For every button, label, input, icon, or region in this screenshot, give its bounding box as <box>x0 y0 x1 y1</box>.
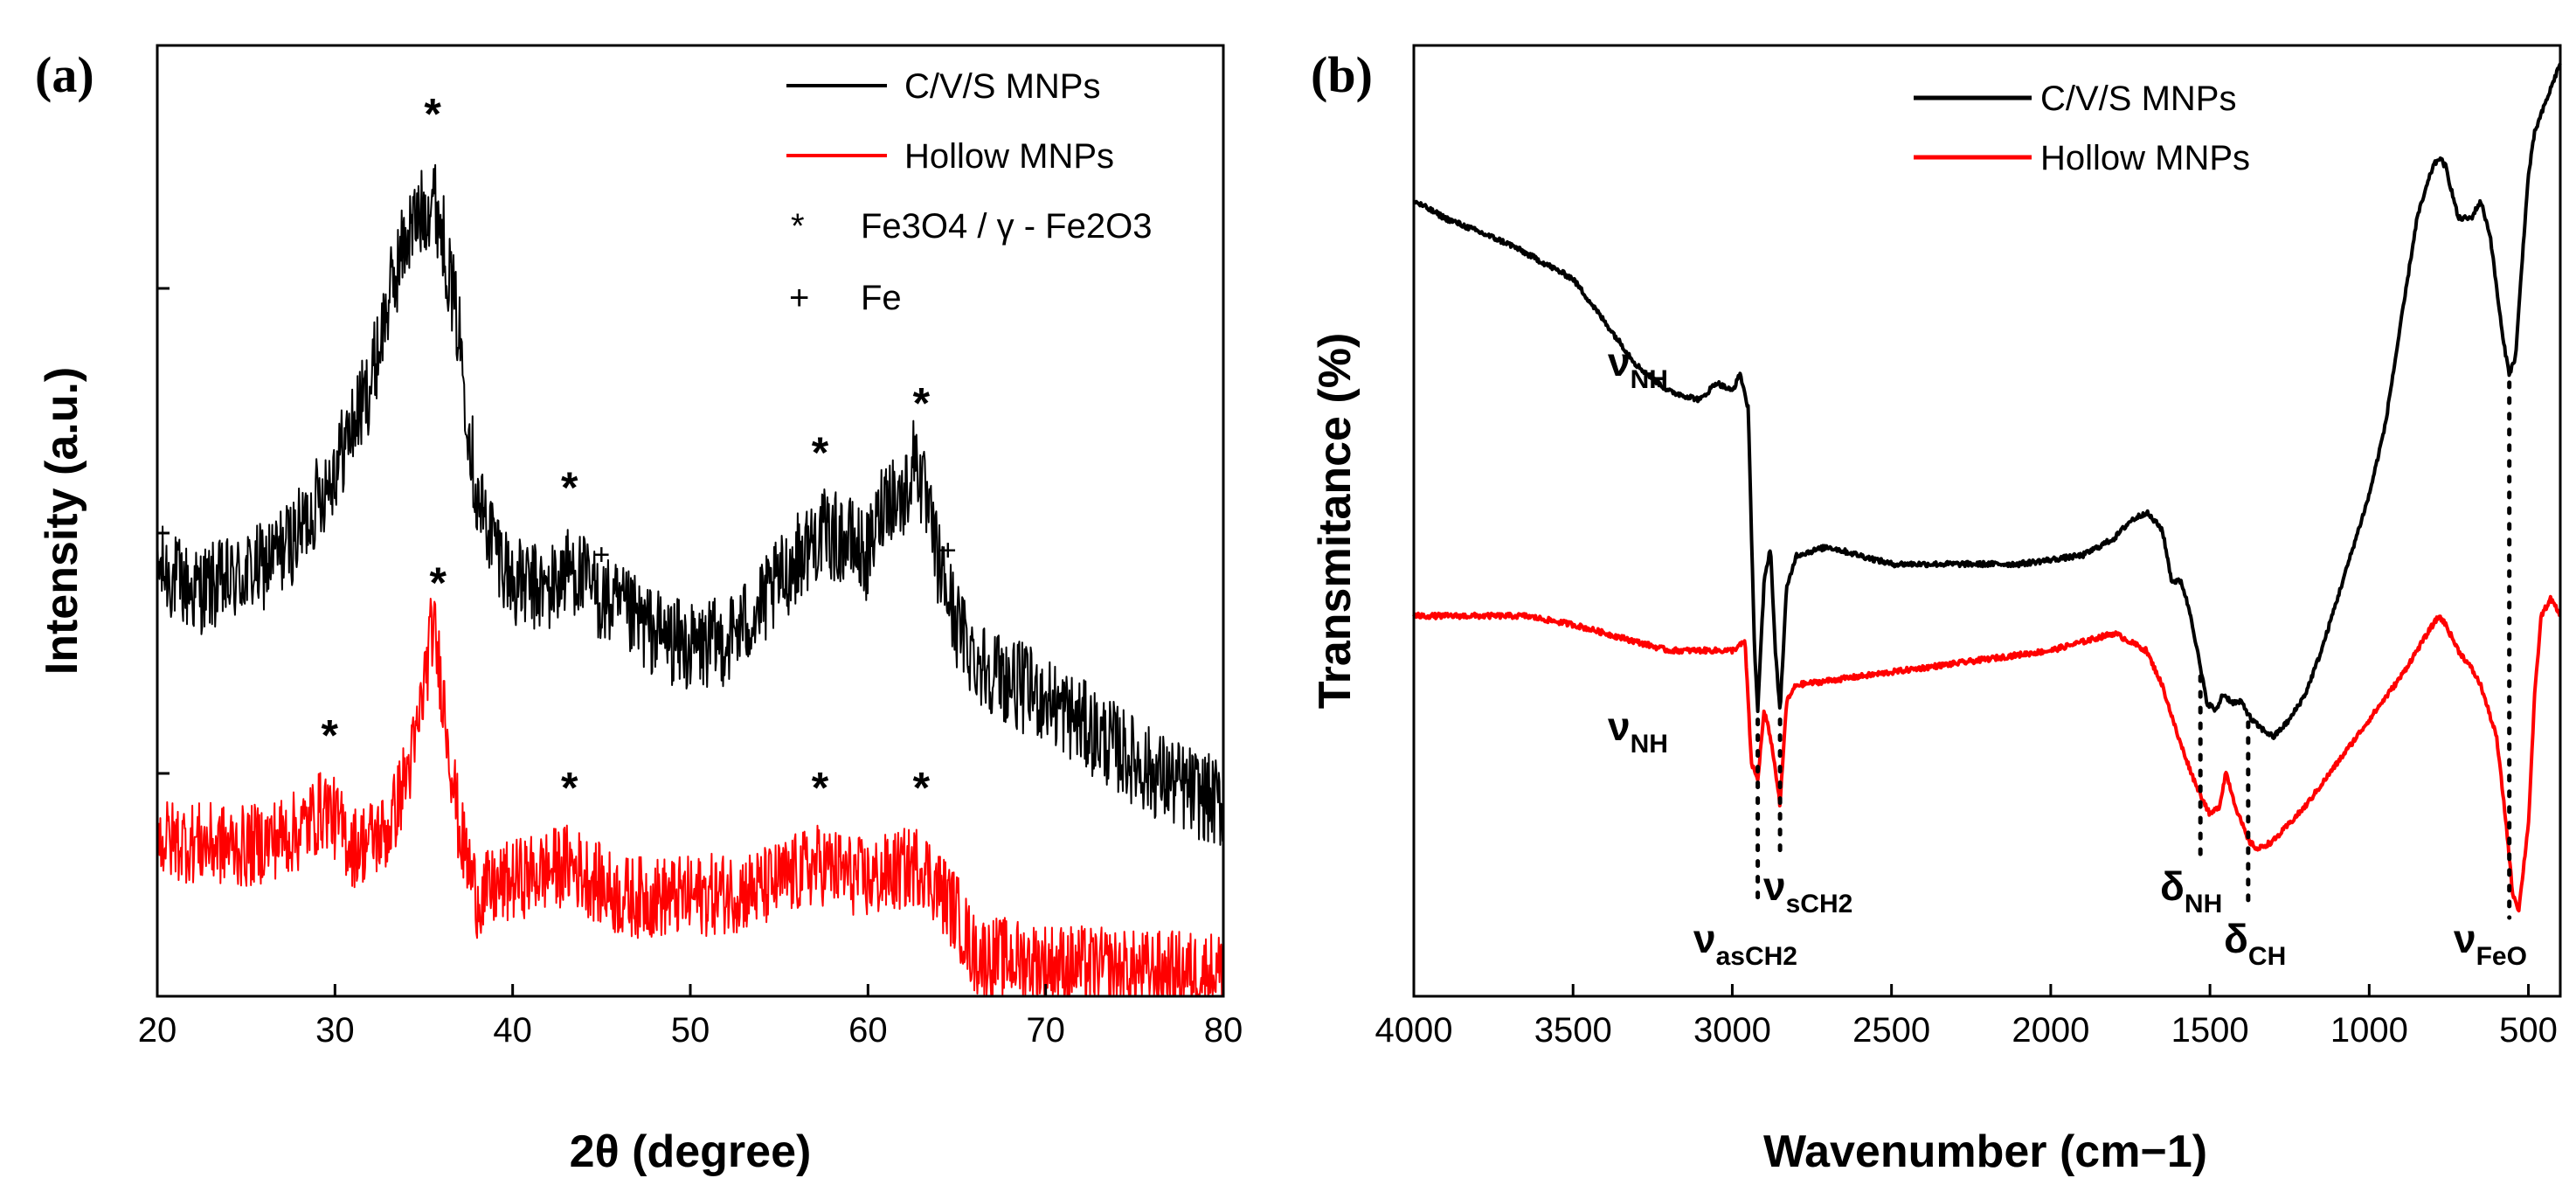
band-label-delta-ch: δCH <box>2224 916 2286 971</box>
panel-b-traces <box>1412 62 2562 913</box>
series-line-hollow-mnps-b <box>1412 594 2562 913</box>
panel-b-x-ticks: 4000 3500 3000 2500 2000 1500 1000 500 <box>1375 984 2558 1050</box>
x-tick-label: 1500 <box>2171 1011 2249 1050</box>
x-tick-label: 60 <box>848 1011 888 1050</box>
peak-star-hollow: * <box>812 764 829 813</box>
band-label-nu-asch2: νasCH2 <box>1693 916 1797 971</box>
x-tick-label: 40 <box>493 1011 532 1050</box>
peak-plus-fe: + <box>592 538 610 572</box>
x-tick-label: 2500 <box>1852 1011 1930 1050</box>
peak-star-hollow: * <box>430 558 447 607</box>
peak-star-cvs: * <box>913 378 931 427</box>
band-label-nu-nh-upper: νNH <box>1608 339 1668 394</box>
panel-b-legend: C/V/S MNPs Hollow MNPs <box>1914 80 2250 177</box>
panel-b-ftir: (b) 4000 3500 3000 2500 2000 1500 1000 500 Wave… <box>1310 44 2562 1177</box>
legend-entry-fe3o4: Fe3O4 / γ - Fe2O3 <box>861 207 1152 246</box>
x-tick-label: 70 <box>1026 1011 1065 1050</box>
x-tick-label: 3500 <box>1534 1011 1612 1050</box>
panel-a-y-axis-label: Intensity (a.u.) <box>37 367 87 675</box>
panel-b-band-labels: νNH νNH νasCH2 νsCH2 δNH δCH νFeO <box>1608 339 2527 971</box>
panel-a-x-axis-label: 2θ (degree) <box>570 1126 812 1177</box>
x-tick-label: 50 <box>671 1011 710 1050</box>
panel-b-x-axis-label: Wavenumber (cm−1) <box>1763 1126 2207 1177</box>
series-line-cvs-mnps <box>156 163 1224 846</box>
legend-entry-fe: Fe <box>861 279 902 317</box>
band-label-delta-nh: δNH <box>2160 863 2222 918</box>
x-tick-label: 500 <box>2499 1011 2558 1050</box>
legend-entry-hollow-b: Hollow MNPs <box>2040 139 2250 177</box>
panel-a-x-ticks: 20 30 40 50 60 70 80 <box>138 984 1243 1050</box>
peak-plus-fe: + <box>939 534 957 567</box>
panel-a-y-ticks <box>157 287 170 775</box>
x-tick-label: 3000 <box>1693 1011 1771 1050</box>
legend-star-marker: * <box>791 207 805 246</box>
panel-b-y-axis-label: Transmitance (%) <box>1310 333 1361 710</box>
peak-star-cvs: * <box>812 428 829 477</box>
panel-b-frame <box>1412 44 2562 998</box>
legend-entry-hollow: Hollow MNPs <box>904 137 1114 176</box>
panel-b-label: (b) <box>1311 46 1373 103</box>
series-line-cvs-mnps-b <box>1412 62 2562 740</box>
peak-star-cvs: * <box>561 463 578 512</box>
x-tick-label: 1000 <box>2330 1011 2408 1050</box>
x-tick-label: 4000 <box>1375 1011 1453 1050</box>
panel-a-legend: C/V/S MNPs Hollow MNPs * Fe3O4 / γ - Fe2… <box>786 67 1152 317</box>
x-tick-label: 80 <box>1204 1011 1243 1050</box>
peak-star-hollow: * <box>321 711 338 760</box>
panel-a-label: (a) <box>35 46 94 103</box>
band-label-nu-sch2: νsCH2 <box>1763 863 1852 918</box>
peak-star-hollow: * <box>561 764 578 813</box>
peak-star-hollow: * <box>913 764 931 813</box>
band-label-nu-feo: νFeO <box>2454 916 2527 971</box>
peak-star-cvs: * <box>424 89 441 138</box>
panel-b-band-guides <box>1755 380 2512 920</box>
panel-a-traces <box>156 163 1224 995</box>
series-line-hollow-mnps <box>156 598 1224 995</box>
panel-a-peak-markers: * * * * * * * * * + + <box>321 89 956 812</box>
band-label-nu-nh-lower: νNH <box>1608 703 1668 759</box>
legend-entry-cvs-b: C/V/S MNPs <box>2040 80 2236 118</box>
legend-plus-marker: + <box>789 279 809 317</box>
panel-a-xrd: (a) 20 30 40 50 60 70 80 2θ (degree) Intensity… <box>35 44 1243 1177</box>
x-tick-label: 30 <box>315 1011 355 1050</box>
x-tick-label: 20 <box>138 1011 177 1050</box>
legend-entry-cvs: C/V/S MNPs <box>904 67 1100 106</box>
x-tick-label: 2000 <box>2012 1011 2089 1050</box>
